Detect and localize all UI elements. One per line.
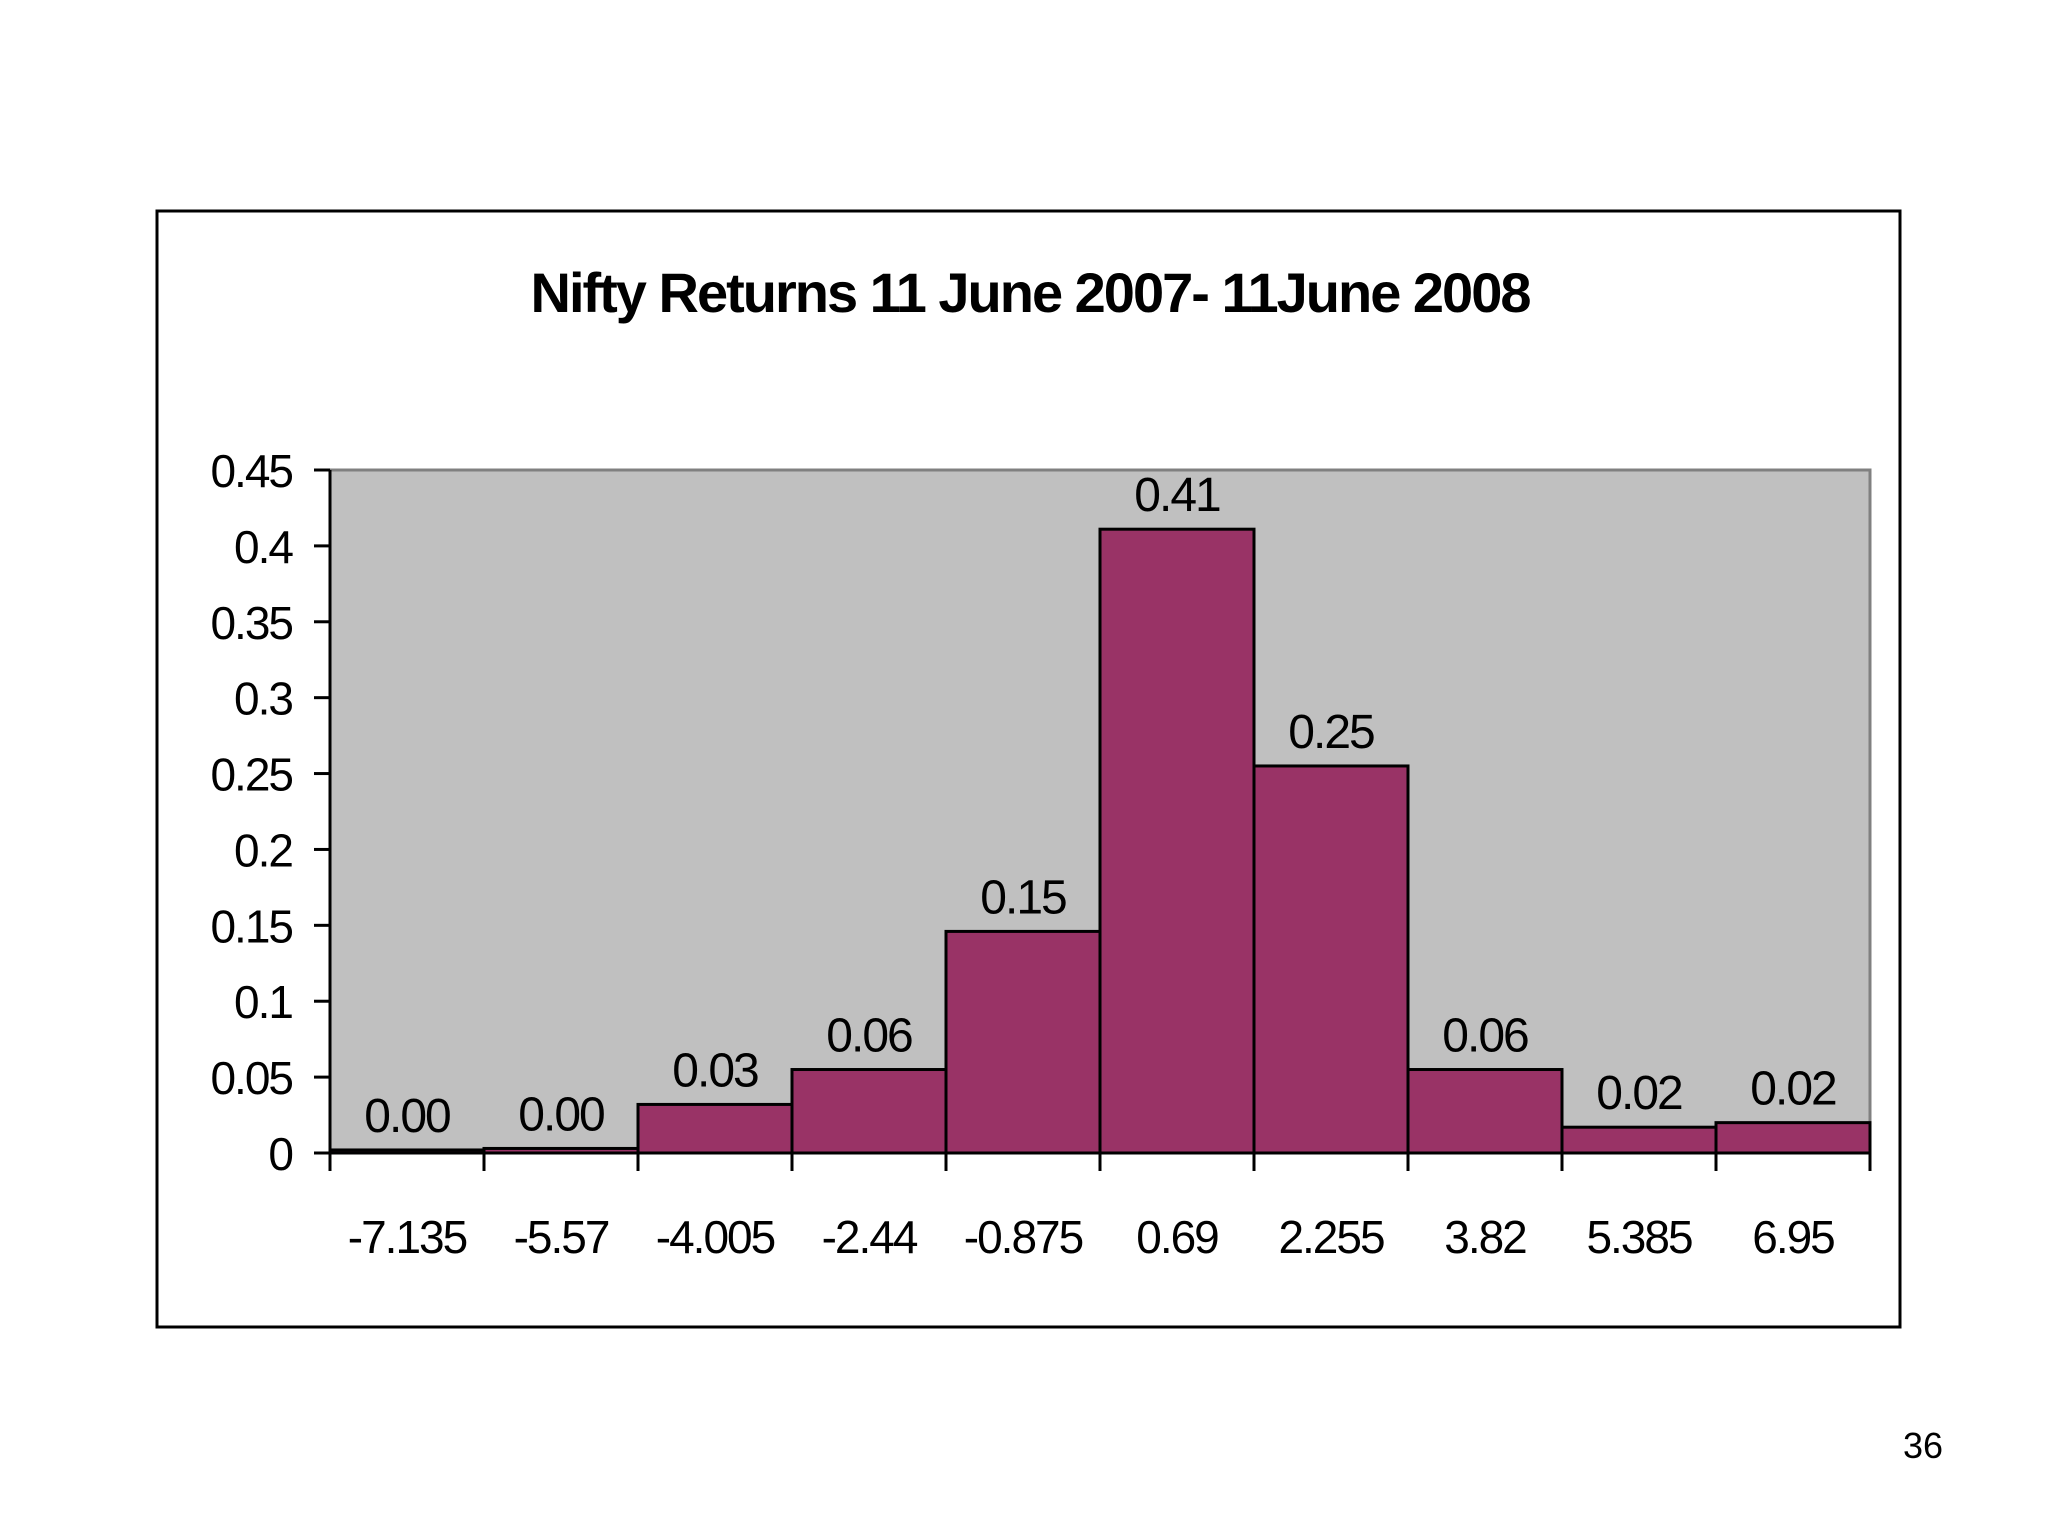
data-label-5: 0.41 (1134, 469, 1220, 522)
y-tick-label-0: 0 (268, 1128, 292, 1180)
y-tick-label-8: 0.4 (234, 521, 293, 573)
data-labels-group: 0.00 0.00 0.03 0.06 0.15 0.41 0.25 0.06 0.02 0.02 (364, 469, 1838, 1143)
y-tick-label-2: 0.1 (234, 976, 292, 1028)
data-label-3: 0.06 (826, 1010, 912, 1063)
bar-6 (1252, 764, 1410, 1155)
y-tick-label-3: 0.15 (210, 900, 292, 952)
bar-7 (1406, 1068, 1564, 1155)
x-tick-label-7: 3.82 (1444, 1211, 1526, 1263)
y-tick-label-6: 0.3 (234, 673, 292, 725)
x-tick-label-1: -5.57 (514, 1211, 609, 1263)
x-tick-label-2: -4.005 (656, 1211, 775, 1263)
data-label-0: 0.00 (364, 1090, 450, 1143)
x-tick-label-9: 6.95 (1752, 1211, 1834, 1263)
x-tick-label-3: -2.44 (822, 1211, 918, 1263)
x-tick-label-5: 0.69 (1136, 1211, 1218, 1263)
bar-5 (1098, 527, 1256, 1155)
data-label-6: 0.25 (1288, 706, 1374, 759)
data-label-2: 0.03 (672, 1044, 758, 1097)
data-label-8: 0.02 (1596, 1067, 1682, 1120)
bar-2 (636, 1102, 794, 1155)
x-tick-label-0: -7.135 (348, 1211, 467, 1263)
data-label-4: 0.15 (980, 871, 1066, 924)
x-tick-label-6: 2.255 (1278, 1211, 1384, 1263)
x-tick-label-8: 5.385 (1586, 1211, 1692, 1263)
chart-title: Nifty Returns 11 June 2007- 11June 2008 (531, 261, 1531, 324)
bar-9 (1714, 1121, 1872, 1155)
bar-4 (944, 929, 1102, 1155)
bars-group (328, 527, 1872, 1155)
data-label-7: 0.06 (1442, 1010, 1528, 1063)
data-label-9: 0.02 (1750, 1063, 1836, 1116)
y-tick-label-9: 0.45 (210, 445, 292, 497)
x-tick-label-4: -0.875 (964, 1211, 1083, 1263)
y-tick-label-1: 0.05 (210, 1052, 292, 1104)
x-axis: -7.135 -5.57 -4.005 -2.44 -0.875 0.69 2.255 3.8… (328, 1151, 1872, 1263)
y-tick-label-5: 0.25 (210, 749, 292, 801)
data-label-1: 0.00 (518, 1088, 604, 1141)
y-tick-label-4: 0.2 (234, 824, 292, 876)
page-number: 36 (1902, 1425, 1943, 1466)
y-tick-label-7: 0.35 (210, 597, 292, 649)
bar-8 (1560, 1125, 1718, 1155)
bar-3 (790, 1068, 948, 1155)
y-axis: 0 0.05 0.1 0.15 0.2 0.25 0.3 0.35 0.4 0.45 (210, 445, 332, 1180)
